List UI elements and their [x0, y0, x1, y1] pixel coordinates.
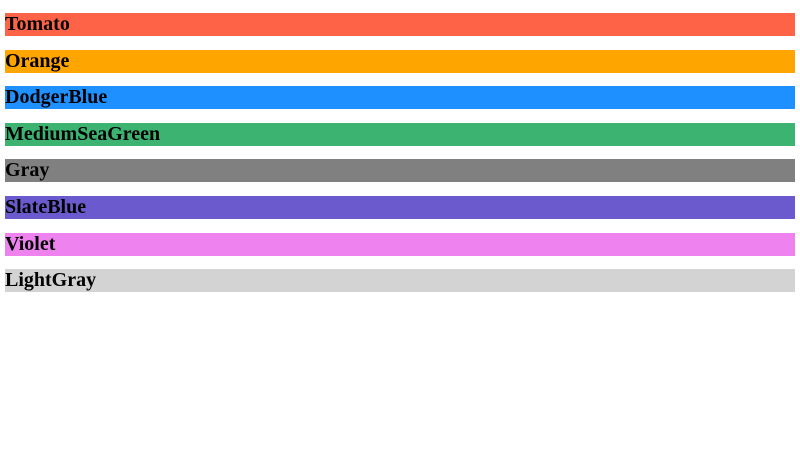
- heading-dodgerblue: DodgerBlue: [5, 86, 795, 110]
- heading-violet: Violet: [5, 232, 795, 256]
- heading-gray: Gray: [5, 159, 795, 183]
- heading-orange: Orange: [5, 49, 795, 73]
- heading-slateblue: SlateBlue: [5, 195, 795, 219]
- heading-lightgray: LightGray: [5, 269, 795, 293]
- heading-tomato: Tomato: [5, 13, 795, 36]
- color-heading-list: Tomato Orange DodgerBlue MediumSeaGreen …: [5, 13, 795, 306]
- heading-mediumseagreen: MediumSeaGreen: [5, 122, 795, 146]
